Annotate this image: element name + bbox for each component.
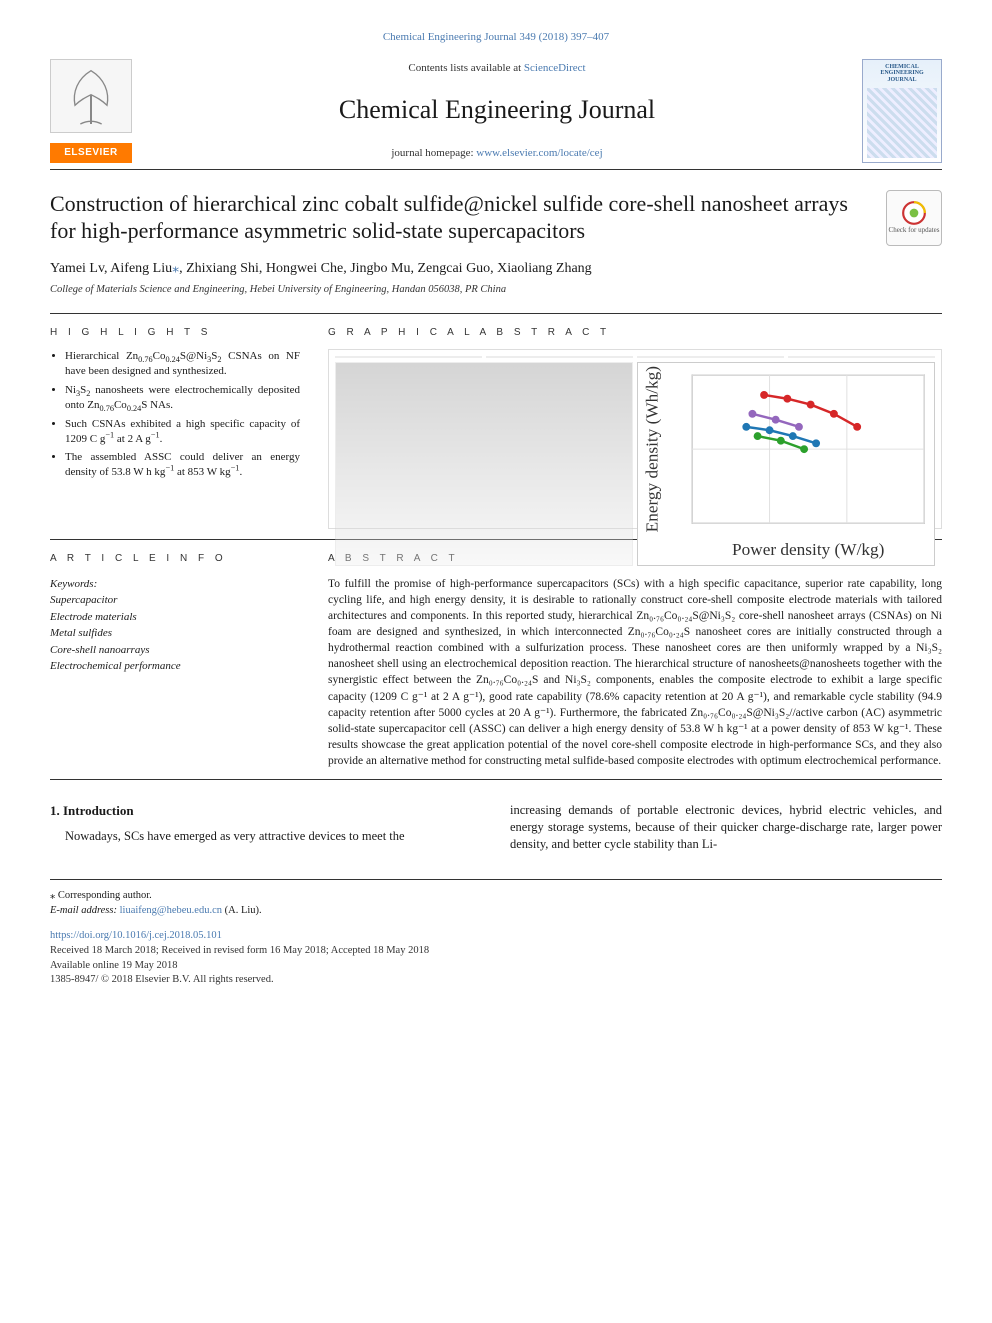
intro-col-left: 1. Introduction Nowadays, SCs have emerg…: [50, 802, 482, 853]
list-item: The assembled ASSC could deliver an ener…: [65, 450, 300, 480]
homepage-line: journal homepage: www.elsevier.com/locat…: [150, 146, 844, 161]
author-list: Yamei Lv, Aifeng Liu⁎, Zhixiang Shi, Hon…: [50, 260, 942, 279]
ga-ragone-chart: Power density (W/kg) Energy density (Wh/k…: [637, 362, 935, 566]
ga-panel: [486, 356, 633, 358]
intro-paragraph: Nowadays, SCs have emerged as very attra…: [50, 828, 482, 845]
email-suffix: (A. Liu).: [222, 905, 262, 916]
cover-title: CHEMICAL ENGINEERING JOURNAL: [867, 64, 937, 84]
divider: [50, 313, 942, 314]
crossmark-icon: [901, 200, 927, 226]
contents-line: Contents lists available at ScienceDirec…: [150, 61, 844, 76]
ga-sem-panel: [335, 362, 633, 566]
abstract-section: A B S T R A C T To fulfill the promise o…: [328, 552, 942, 769]
journal-homepage-link[interactable]: www.elsevier.com/locate/cej: [476, 147, 602, 159]
ga-panel: [788, 356, 935, 358]
paper-title: Construction of hierarchical zinc cobalt…: [50, 190, 866, 246]
sciencedirect-link[interactable]: ScienceDirect: [524, 62, 586, 74]
introduction-section: 1. Introduction Nowadays, SCs have emerg…: [50, 802, 942, 853]
ga-panel: [335, 356, 482, 358]
list-item: Electrochemical performance: [50, 658, 300, 675]
list-item: Hierarchical Zn0.76Co0.24S@Ni3S2 CSNAs o…: [65, 349, 300, 379]
article-history: Received 18 March 2018; Received in revi…: [50, 945, 429, 956]
email-label: E-mail address:: [50, 905, 120, 916]
journal-cover-thumb: CHEMICAL ENGINEERING JOURNAL: [862, 59, 942, 163]
list-item: Ni3S2 nanosheets were electrochemically …: [65, 383, 300, 413]
doi-history-block: https://doi.org/10.1016/j.cej.2018.05.10…: [50, 929, 942, 988]
journal-name: Chemical Engineering Journal: [150, 92, 844, 127]
graphical-abstract-image: Power density (W/kg)Energy density (Wh/k…: [328, 349, 942, 529]
corresponding-email-line: E-mail address: liuaifeng@hebeu.edu.cn (…: [50, 903, 942, 919]
highlights-section: H I G H L I G H T S Hierarchical Zn0.76C…: [50, 326, 300, 530]
contents-prefix: Contents lists available at: [408, 62, 523, 74]
copyright-line: 1385-8947/ © 2018 Elsevier B.V. All righ…: [50, 974, 274, 985]
corresponding-email-link[interactable]: liuaifeng@hebeu.edu.cn: [120, 905, 222, 916]
corresponding-author-note: ⁎ Corresponding author.: [50, 888, 942, 904]
keywords-list: SupercapacitorElectrode materialsMetal s…: [50, 592, 300, 675]
keywords-block: Keywords: SupercapacitorElectrode materi…: [50, 576, 300, 675]
graphical-abstract-section: G R A P H I C A L A B S T R A C T Power …: [328, 326, 942, 530]
list-item: Such CSNAs exhibited a high specific cap…: [65, 417, 300, 447]
list-item: Electrode materials: [50, 609, 300, 626]
running-head-citation: Chemical Engineering Journal 349 (2018) …: [50, 30, 942, 45]
available-online: Available online 19 May 2018: [50, 960, 178, 971]
introduction-heading: 1. Introduction: [50, 802, 482, 820]
list-item: Core-shell nanoarrays: [50, 642, 300, 659]
keywords-heading: Keywords:: [50, 576, 300, 593]
svg-text:Energy density (Wh/kg): Energy density (Wh/kg): [643, 366, 662, 532]
ga-panel: [637, 356, 784, 358]
homepage-prefix: journal homepage:: [391, 147, 476, 159]
article-info-label: A R T I C L E I N F O: [50, 552, 300, 566]
publisher-logo-block: ELSEVIER: [50, 59, 132, 163]
graphical-abstract-label: G R A P H I C A L A B S T R A C T: [328, 326, 942, 340]
elsevier-wordmark: ELSEVIER: [50, 143, 132, 163]
elsevier-tree-icon: [50, 59, 132, 133]
svg-text:Power density (W/kg): Power density (W/kg): [732, 541, 884, 560]
check-updates-label: Check for updates: [889, 226, 940, 235]
masthead-center: Contents lists available at ScienceDirec…: [150, 59, 844, 163]
journal-masthead: ELSEVIER Contents lists available at Sci…: [50, 59, 942, 170]
affiliation: College of Materials Science and Enginee…: [50, 283, 942, 297]
highlights-list: Hierarchical Zn0.76Co0.24S@Ni3S2 CSNAs o…: [50, 349, 300, 480]
intro-paragraph-cont: increasing demands of portable electroni…: [510, 802, 942, 853]
abstract-text: To fulfill the promise of high-performan…: [328, 576, 942, 769]
article-info-section: A R T I C L E I N F O Keywords: Supercap…: [50, 552, 300, 769]
cover-image-placeholder: [867, 88, 937, 158]
list-item: Supercapacitor: [50, 592, 300, 609]
check-for-updates-badge[interactable]: Check for updates: [886, 190, 942, 246]
divider: [50, 779, 942, 780]
highlights-label: H I G H L I G H T S: [50, 326, 300, 340]
footnotes: ⁎ Corresponding author. E-mail address: …: [50, 879, 942, 920]
intro-col-right: increasing demands of portable electroni…: [510, 802, 942, 853]
doi-link[interactable]: https://doi.org/10.1016/j.cej.2018.05.10…: [50, 930, 222, 941]
list-item: Metal sulfides: [50, 625, 300, 642]
